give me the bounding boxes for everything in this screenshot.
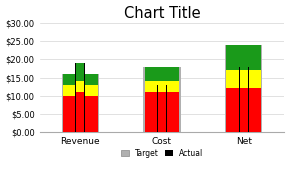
Bar: [239, 67, 249, 132]
Legend: Target, Actual: Target, Actual: [118, 146, 206, 161]
Bar: [158, 92, 166, 132]
Bar: [158, 85, 166, 92]
Bar: [145, 67, 179, 81]
Bar: [226, 70, 261, 89]
Bar: [157, 85, 167, 132]
Bar: [145, 92, 179, 132]
Bar: [76, 81, 84, 92]
Bar: [143, 67, 181, 132]
Bar: [240, 70, 248, 89]
Bar: [61, 74, 99, 132]
Bar: [63, 74, 97, 85]
Bar: [240, 67, 248, 70]
Bar: [63, 85, 97, 96]
Bar: [75, 63, 85, 132]
Bar: [76, 92, 84, 132]
Bar: [226, 45, 261, 70]
Title: Chart Title: Chart Title: [124, 6, 200, 21]
Bar: [63, 96, 97, 132]
Bar: [226, 89, 261, 132]
Bar: [240, 89, 248, 132]
Bar: [145, 81, 179, 92]
Bar: [76, 63, 84, 81]
Bar: [225, 45, 262, 132]
